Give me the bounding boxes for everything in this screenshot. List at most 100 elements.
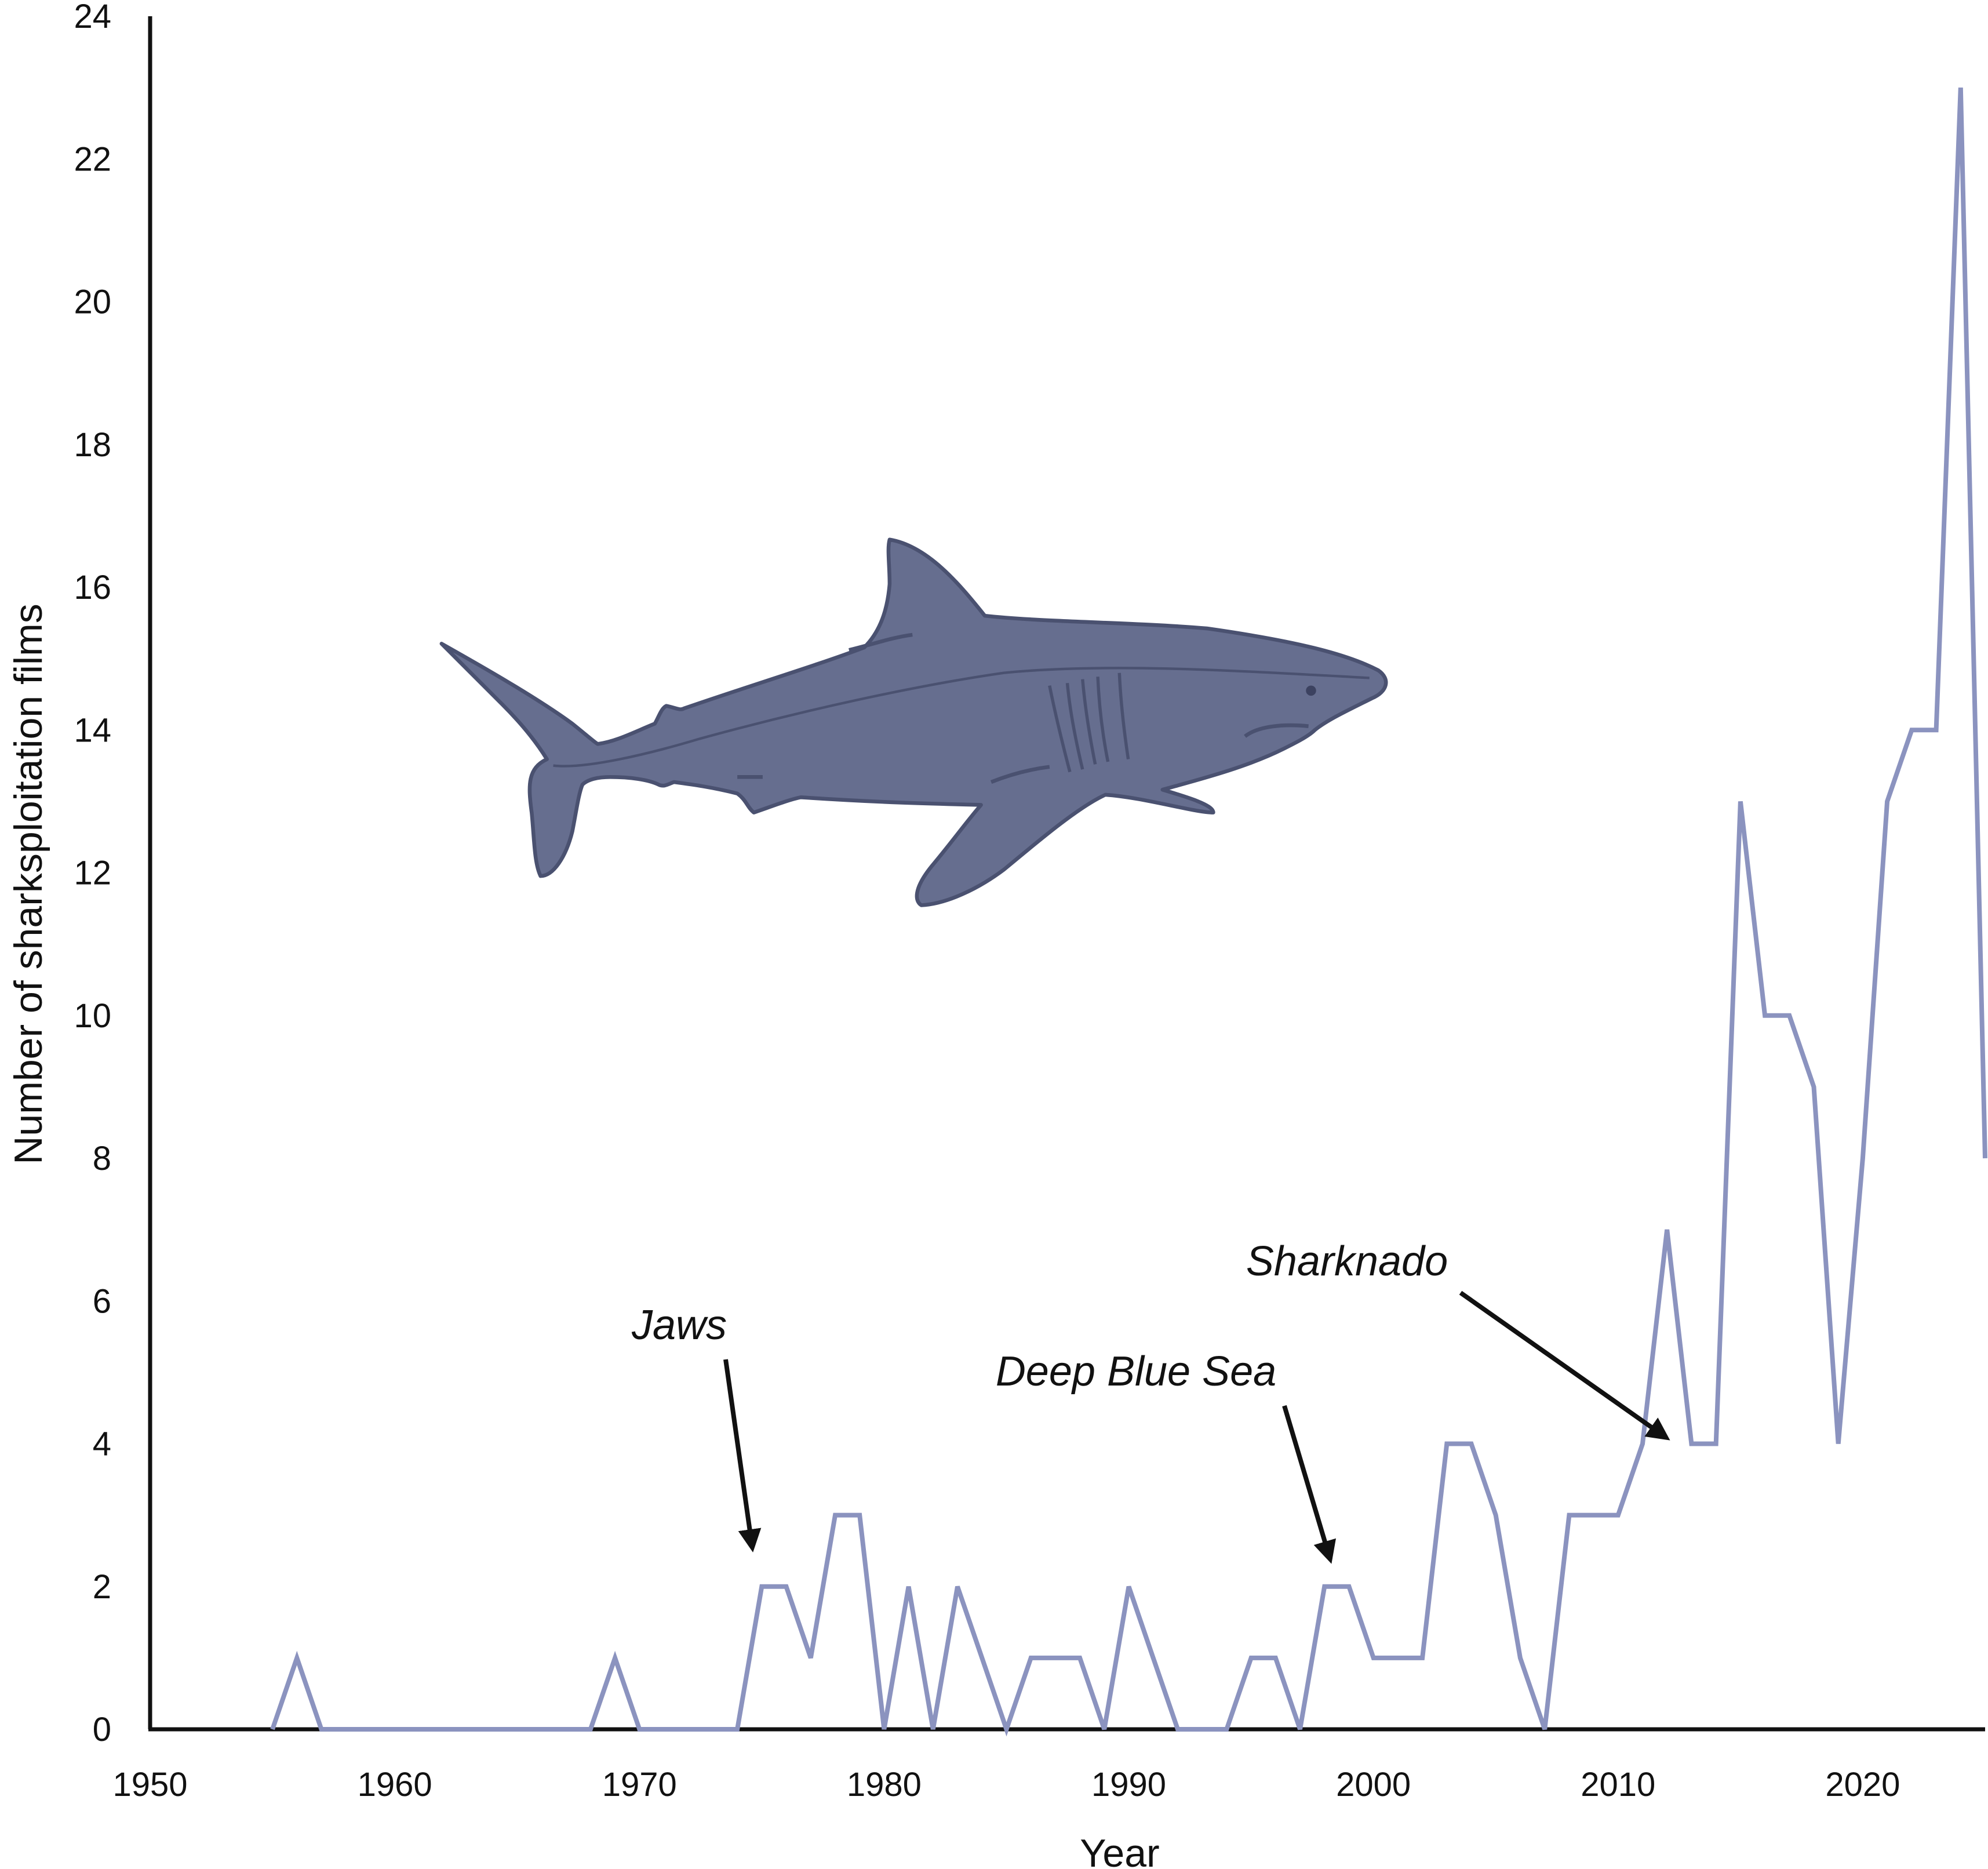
x-tick-label: 2020 bbox=[1825, 1766, 1900, 1803]
y-tick-label: 12 bbox=[74, 854, 111, 892]
data-point bbox=[636, 1726, 643, 1733]
data-point bbox=[293, 1655, 300, 1661]
data-point bbox=[880, 1726, 887, 1733]
data-point bbox=[783, 1583, 790, 1590]
x-tick-label: 2010 bbox=[1581, 1766, 1655, 1803]
x-tick-label: 1960 bbox=[358, 1766, 432, 1803]
data-point bbox=[489, 1726, 496, 1733]
annotation-jaws-label: Jaws bbox=[631, 1302, 727, 1348]
data-point bbox=[1884, 798, 1891, 805]
x-tick-label: 1980 bbox=[847, 1766, 922, 1803]
series-line bbox=[270, 87, 1987, 1737]
data-point bbox=[1199, 1726, 1206, 1733]
y-tick-label: 18 bbox=[74, 426, 111, 464]
data-point bbox=[1982, 1155, 1988, 1162]
data-point bbox=[1297, 1726, 1304, 1733]
data-point bbox=[1933, 726, 1940, 733]
data-point bbox=[563, 1726, 570, 1733]
data-point bbox=[905, 1583, 912, 1590]
data-point bbox=[734, 1726, 741, 1733]
data-point bbox=[1492, 1512, 1499, 1519]
data-series bbox=[269, 84, 1988, 1737]
data-point bbox=[1028, 1655, 1035, 1661]
data-point bbox=[1248, 1655, 1255, 1661]
data-point bbox=[1370, 1655, 1377, 1661]
y-axis-title: Number of sharksploitation films bbox=[6, 603, 50, 1164]
data-point bbox=[1957, 84, 1964, 91]
data-point bbox=[1737, 798, 1744, 805]
data-point bbox=[465, 1726, 472, 1733]
y-tick-label: 2 bbox=[93, 1568, 111, 1606]
y-tick-label: 22 bbox=[74, 140, 111, 178]
data-point bbox=[954, 1583, 961, 1590]
data-point bbox=[587, 1726, 594, 1733]
data-point bbox=[343, 1726, 349, 1733]
annotation-jaws-arrow bbox=[723, 1359, 762, 1552]
data-point bbox=[1835, 1441, 1842, 1448]
data-point bbox=[611, 1655, 618, 1661]
data-point bbox=[978, 1655, 985, 1661]
y-tick-label: 0 bbox=[93, 1711, 111, 1748]
axes bbox=[148, 16, 1985, 1732]
data-point bbox=[1321, 1583, 1328, 1590]
data-point bbox=[1150, 1655, 1157, 1661]
annotation-sharknado-label: Sharknado bbox=[1246, 1238, 1448, 1285]
data-point bbox=[1468, 1441, 1475, 1448]
y-tick-label: 24 bbox=[74, 0, 111, 35]
data-point bbox=[930, 1726, 937, 1733]
data-point bbox=[1419, 1655, 1426, 1661]
y-tick-label: 20 bbox=[74, 283, 111, 321]
data-point bbox=[318, 1726, 325, 1733]
data-point bbox=[416, 1726, 423, 1733]
data-point bbox=[1174, 1726, 1181, 1733]
annotation-sharknado-arrow bbox=[1459, 1290, 1670, 1441]
data-point bbox=[1223, 1726, 1230, 1733]
data-point bbox=[391, 1726, 398, 1733]
data-point bbox=[1345, 1583, 1352, 1590]
data-point bbox=[1761, 1012, 1768, 1019]
shark-illustration bbox=[439, 537, 1388, 907]
data-point bbox=[1615, 1512, 1622, 1519]
x-tick-labels: 1950 1960 1970 1980 1990 2000 2010 2020 bbox=[112, 1766, 1900, 1803]
data-point bbox=[1688, 1441, 1695, 1448]
annotation-deep-blue-sea-arrow bbox=[1282, 1405, 1337, 1564]
data-point bbox=[1541, 1726, 1548, 1733]
data-point bbox=[1713, 1441, 1720, 1448]
x-tick-label: 2000 bbox=[1336, 1766, 1411, 1803]
data-point bbox=[269, 1726, 276, 1733]
data-point bbox=[807, 1655, 814, 1661]
data-point bbox=[1394, 1655, 1401, 1661]
y-tick-label: 6 bbox=[93, 1282, 111, 1320]
x-tick-label: 1990 bbox=[1091, 1766, 1166, 1803]
data-point bbox=[1565, 1512, 1572, 1519]
data-point bbox=[1272, 1655, 1279, 1661]
y-tick-label: 4 bbox=[93, 1426, 111, 1463]
y-tick-label: 14 bbox=[74, 711, 111, 749]
data-point bbox=[1908, 726, 1915, 733]
data-point bbox=[1517, 1655, 1524, 1661]
data-point bbox=[1786, 1012, 1793, 1019]
data-point bbox=[514, 1726, 520, 1733]
data-point bbox=[685, 1726, 692, 1733]
y-tick-label: 16 bbox=[74, 569, 111, 606]
data-point bbox=[1003, 1726, 1010, 1733]
data-point bbox=[1811, 1083, 1818, 1090]
data-point bbox=[1052, 1655, 1059, 1661]
data-point bbox=[709, 1726, 716, 1733]
data-point bbox=[1101, 1726, 1108, 1733]
data-point bbox=[1076, 1655, 1083, 1661]
x-tick-label: 1950 bbox=[112, 1766, 187, 1803]
data-point bbox=[1663, 1226, 1670, 1233]
data-point bbox=[856, 1512, 863, 1519]
x-axis-title: Year bbox=[1080, 1831, 1159, 1869]
y-tick-label: 8 bbox=[93, 1140, 111, 1177]
data-point bbox=[1443, 1441, 1450, 1448]
data-point bbox=[538, 1726, 545, 1733]
annotation-deep-blue-sea-label: Deep Blue Sea bbox=[996, 1348, 1276, 1395]
annotations: Jaws Deep Blue Sea Sharknado bbox=[631, 1238, 1670, 1564]
data-point bbox=[1859, 1155, 1866, 1162]
data-point bbox=[367, 1726, 374, 1733]
